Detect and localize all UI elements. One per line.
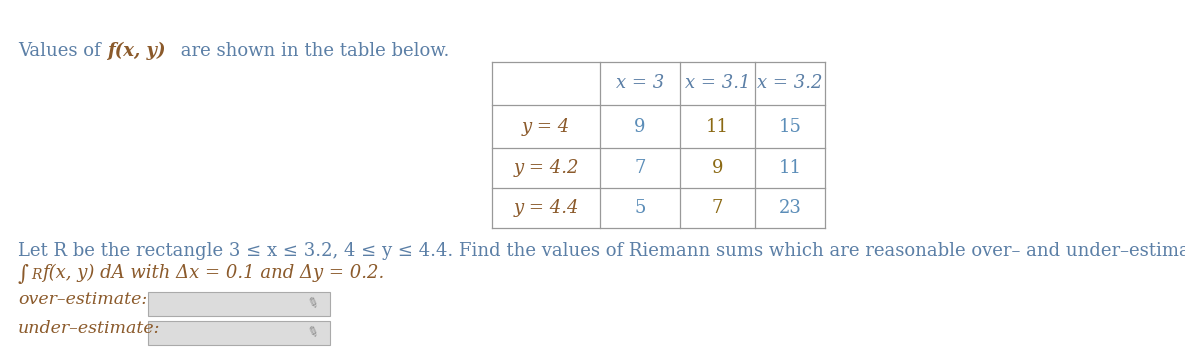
Text: 7: 7 bbox=[634, 159, 646, 177]
Text: 15: 15 bbox=[779, 117, 801, 135]
Text: 9: 9 bbox=[634, 117, 646, 135]
Text: ✎: ✎ bbox=[305, 324, 320, 342]
Text: 23: 23 bbox=[779, 199, 801, 217]
Text: ∫: ∫ bbox=[18, 264, 28, 284]
Text: Let R be the rectangle 3 ≤ x ≤ 3.2, 4 ≤ y ≤ 4.4. Find the values of Riemann sums: Let R be the rectangle 3 ≤ x ≤ 3.2, 4 ≤ … bbox=[18, 242, 1185, 260]
Text: y = 4.2: y = 4.2 bbox=[513, 159, 578, 177]
Text: over–estimate:: over–estimate: bbox=[18, 291, 147, 308]
Text: 5: 5 bbox=[634, 199, 646, 217]
Text: x = 3.1: x = 3.1 bbox=[685, 75, 750, 93]
Text: 7: 7 bbox=[712, 199, 723, 217]
Text: ✎: ✎ bbox=[305, 296, 320, 312]
Text: are shown in the table below.: are shown in the table below. bbox=[175, 42, 449, 60]
Text: x = 3: x = 3 bbox=[616, 75, 664, 93]
Text: y = 4: y = 4 bbox=[521, 117, 570, 135]
Text: under–estimate:: under–estimate: bbox=[18, 320, 160, 337]
Text: x = 3.2: x = 3.2 bbox=[757, 75, 822, 93]
Text: R: R bbox=[31, 268, 41, 282]
FancyBboxPatch shape bbox=[148, 321, 329, 345]
Text: f(x, y) dA with Δx = 0.1 and Δy = 0.2.: f(x, y) dA with Δx = 0.1 and Δy = 0.2. bbox=[41, 264, 384, 282]
Text: 11: 11 bbox=[779, 159, 801, 177]
Text: y = 4.4: y = 4.4 bbox=[513, 199, 578, 217]
Text: 11: 11 bbox=[706, 117, 729, 135]
Text: f(x, y): f(x, y) bbox=[107, 42, 166, 60]
Text: Values of: Values of bbox=[18, 42, 107, 60]
Text: 9: 9 bbox=[712, 159, 723, 177]
FancyBboxPatch shape bbox=[148, 292, 329, 316]
